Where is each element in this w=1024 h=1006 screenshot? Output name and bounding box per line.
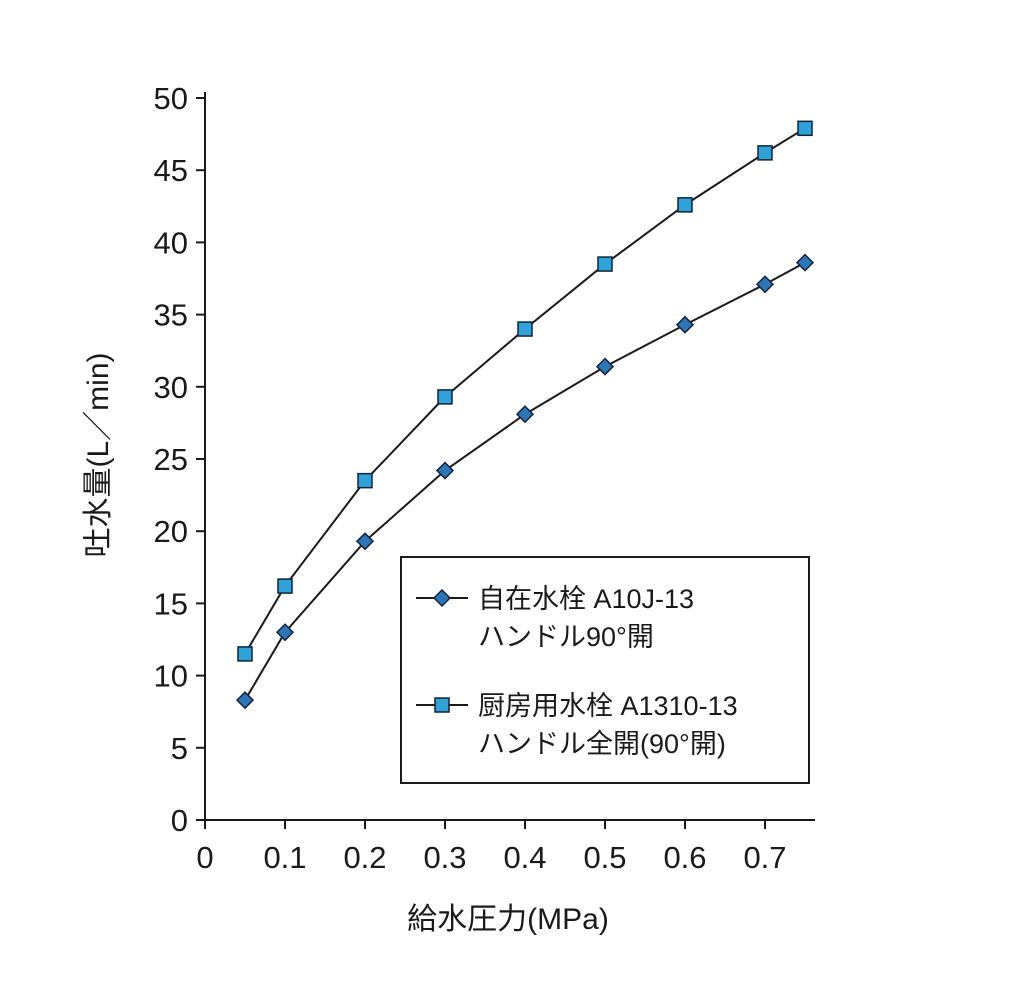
data-point-square — [237, 646, 253, 662]
data-point-square — [677, 197, 693, 213]
y-tick-label: 45 — [154, 153, 188, 188]
legend-text-block: 厨房用水栓 A1310-13 ハンドル全開(90°開) — [478, 687, 738, 764]
y-tick-label: 15 — [154, 586, 188, 621]
data-point-diamond — [595, 357, 615, 376]
x-tick-label: 0 — [196, 840, 213, 875]
data-point-square — [437, 389, 453, 405]
legend-entry-kitchen-faucet: 厨房用水栓 A1310-13 ハンドル全開(90°開) — [414, 687, 800, 764]
y-tick-label: 0 — [171, 803, 188, 838]
y-tick-label: 10 — [154, 659, 188, 694]
data-point-square — [797, 120, 813, 137]
diamond-marker-icon — [416, 588, 468, 608]
y-tick-label: 20 — [154, 514, 188, 549]
x-tick-label: 0.7 — [743, 840, 786, 875]
legend-diamond-shape — [432, 588, 452, 608]
x-tick-label: 0.4 — [503, 840, 546, 875]
x-axis-title: 給水圧力(MPa) — [407, 903, 609, 936]
data-point-diamond — [275, 623, 295, 642]
data-point-square — [597, 256, 613, 272]
data-point-square — [757, 145, 773, 161]
data-point-square — [357, 472, 373, 489]
data-point-diamond — [675, 315, 695, 334]
y-tick-label: 35 — [154, 298, 188, 333]
y-tick-label: 5 — [171, 731, 188, 766]
legend-square-shape — [434, 696, 450, 713]
data-point-diamond — [235, 691, 255, 710]
legend-label: 自在水栓 A10J-13 — [478, 584, 695, 614]
x-tick-label: 0.5 — [583, 840, 626, 875]
data-point-square — [277, 578, 293, 594]
x-tick-label: 0.1 — [263, 840, 306, 875]
data-point-square — [517, 321, 533, 337]
y-tick-label: 30 — [154, 370, 188, 405]
y-tick-label: 50 — [154, 81, 188, 116]
x-tick-label: 0.2 — [343, 840, 386, 875]
data-point-diamond — [435, 461, 455, 480]
y-tick-label: 40 — [154, 225, 188, 260]
x-tick-label: 0.3 — [423, 840, 466, 875]
legend-sublabel: ハンドル90°開 — [478, 622, 654, 653]
data-point-diamond — [355, 532, 375, 551]
data-point-diamond — [795, 253, 815, 272]
data-point-diamond — [515, 405, 535, 424]
data-point-diamond — [755, 275, 775, 294]
y-axis-title: 吐水量(L／min) — [82, 352, 115, 558]
legend-text-block: 自在水栓 A10J-13 ハンドル90°開 — [478, 580, 694, 657]
legend-entry-universal-faucet: 自在水栓 A10J-13 ハンドル90°開 — [414, 580, 800, 657]
square-marker-icon — [416, 696, 468, 713]
legend-label: 厨房用水栓 A1310-13 — [478, 690, 738, 721]
legend-sublabel: ハンドル全開(90°開) — [478, 728, 726, 759]
x-tick-label: 0.6 — [663, 840, 706, 875]
y-tick-label: 25 — [154, 442, 188, 477]
chart-legend: 自在水栓 A10J-13 ハンドル90°開 厨房用水栓 A1310-13 ハンド… — [400, 556, 810, 784]
